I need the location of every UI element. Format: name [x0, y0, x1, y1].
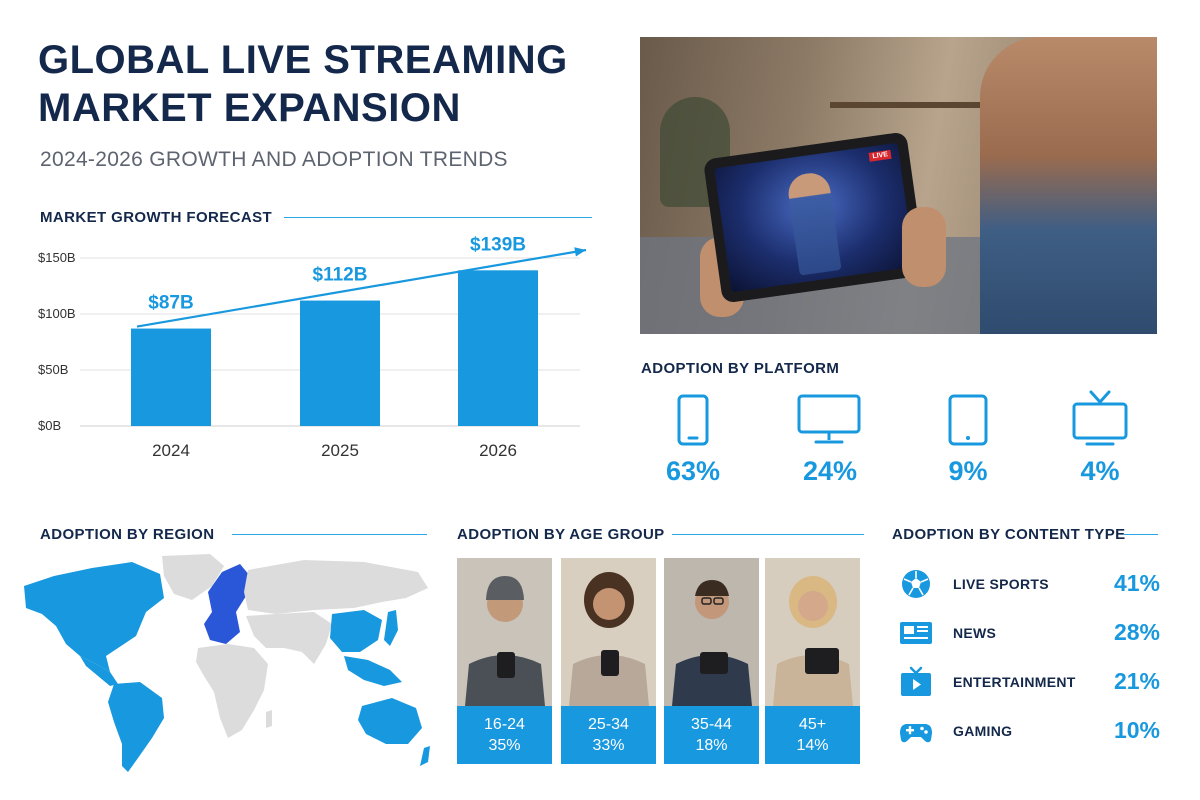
region-section-rule [232, 534, 427, 535]
age-card-16-24: 16-24 35% [457, 558, 552, 764]
age-card-25-34: 25-34 33% [561, 558, 656, 764]
age-value-45-plus: 14% [796, 737, 829, 754]
map-southeast-asia [344, 656, 402, 686]
bar-2024 [131, 328, 211, 426]
y-tick-label: $100B [38, 306, 76, 321]
age-value-35-44: 18% [695, 737, 728, 754]
map-central-america [80, 656, 118, 686]
map-japan [384, 610, 398, 646]
age-range-35-44: 35-44 [691, 716, 732, 733]
viewer-figure [980, 37, 1157, 334]
platform-value-tablet: 9% [948, 456, 988, 486]
tablet-icon [948, 394, 988, 446]
age-value-16-24: 35% [488, 737, 521, 754]
platform-value-desktop: 24% [802, 456, 858, 486]
shelf-shape [830, 102, 1050, 108]
age-range-45-plus: 45+ [798, 716, 827, 733]
gamepad-icon [900, 724, 932, 743]
content-label-gaming: GAMING [953, 723, 1013, 739]
age-label-16-24: 16-24 35% [457, 706, 552, 764]
content-value-news: 28% [1113, 619, 1160, 645]
age-label-35-44: 35-44 18% [664, 706, 759, 764]
singer-figure [786, 170, 842, 276]
page-subtitle: 2024-2026 GROWTH AND ADOPTION TRENDS [40, 148, 508, 171]
platform-value-tv: 4% [1080, 456, 1120, 486]
age-range-25-34: 25-34 [588, 716, 629, 733]
right-hand-shape [902, 207, 946, 287]
content-value-entertainment: 21% [1113, 668, 1160, 694]
world-map [24, 554, 430, 772]
age-section-rule [672, 534, 864, 535]
map-greenland [162, 554, 224, 600]
hero-photo: LIVE [640, 37, 1157, 334]
newspaper-icon [900, 622, 932, 644]
map-new-zealand [420, 746, 430, 766]
trend-arrow-line [136, 248, 587, 328]
y-tick-label: $0B [38, 418, 61, 433]
smartphone-icon [677, 394, 709, 446]
bar-2026 [458, 270, 538, 426]
soccer-ball-icon [902, 570, 930, 598]
content-label-entertainment: ENTERTAINMENT [953, 674, 1076, 690]
tablet-device: LIVE [702, 131, 927, 304]
map-madagascar [266, 710, 272, 728]
growth-section-rule [284, 217, 592, 218]
age-label-25-34: 25-34 33% [561, 706, 656, 764]
bar-value-label: $87B [148, 293, 193, 314]
map-africa [196, 644, 268, 738]
tablet-screen: LIVE [714, 142, 915, 293]
platform-section-title: ADOPTION BY PLATFORM [641, 360, 840, 377]
y-tick-label: $150B [38, 250, 76, 265]
content-row-news: NEWS 28% [898, 613, 1160, 653]
trend-arrow-head [574, 247, 586, 257]
age-range-16-24: 16-24 [484, 716, 525, 733]
person-photo-teen [457, 558, 552, 706]
age-label-45-plus: 45+ 14% [765, 706, 860, 764]
content-row-live-sports: LIVE SPORTS 41% [898, 564, 1160, 604]
map-east-asia [330, 610, 382, 652]
bar-value-label: $112B [313, 265, 368, 286]
monitor-icon [797, 394, 861, 444]
map-south-america [108, 682, 164, 772]
age-section-title: ADOPTION BY AGE GROUP [457, 526, 665, 543]
person-photo-adult [664, 558, 759, 706]
live-badge: LIVE [868, 149, 892, 162]
growth-bar-chart: $0B $50B $100B $150B $87B 2024 $112B 2025 $139B 2… [38, 234, 587, 460]
content-value-live-sports: 41% [1113, 570, 1160, 596]
content-section-title: ADOPTION BY CONTENT TYPE [892, 526, 1126, 543]
content-section-rule [1123, 534, 1158, 535]
age-value-25-34: 33% [592, 737, 625, 754]
y-tick-label: $50B [38, 362, 68, 377]
x-tick-label: 2025 [321, 441, 359, 460]
content-row-gaming: GAMING 10% [898, 711, 1160, 751]
platform-value-mobile: 63% [665, 456, 721, 486]
age-card-45-plus: 45+ 14% [765, 558, 860, 764]
map-south-asia [246, 612, 332, 664]
content-value-gaming: 10% [1113, 717, 1160, 743]
content-row-entertainment: ENTERTAINMENT 21% [898, 662, 1160, 702]
page-title: GLOBAL LIVE STREAMING MARKET EXPANSION [38, 38, 568, 130]
person-photo-older-adult [765, 558, 860, 706]
region-section-title: ADOPTION BY REGION [40, 526, 215, 543]
person-photo-young-adult [561, 558, 656, 706]
map-north-america [24, 562, 164, 672]
play-screen-icon [901, 666, 931, 696]
map-europe [204, 564, 250, 644]
content-label-live-sports: LIVE SPORTS [953, 576, 1049, 592]
x-tick-label: 2026 [479, 441, 517, 460]
bar-2025 [300, 300, 380, 426]
map-north-asia [244, 560, 428, 614]
age-card-35-44: 35-44 18% [664, 558, 759, 764]
growth-section-title: MARKET GROWTH FORECAST [40, 209, 273, 226]
map-australia [358, 698, 422, 744]
tv-icon [1072, 390, 1128, 446]
x-tick-label: 2024 [152, 441, 190, 460]
content-label-news: NEWS [953, 625, 997, 641]
bar-value-label: $139B [470, 234, 526, 255]
